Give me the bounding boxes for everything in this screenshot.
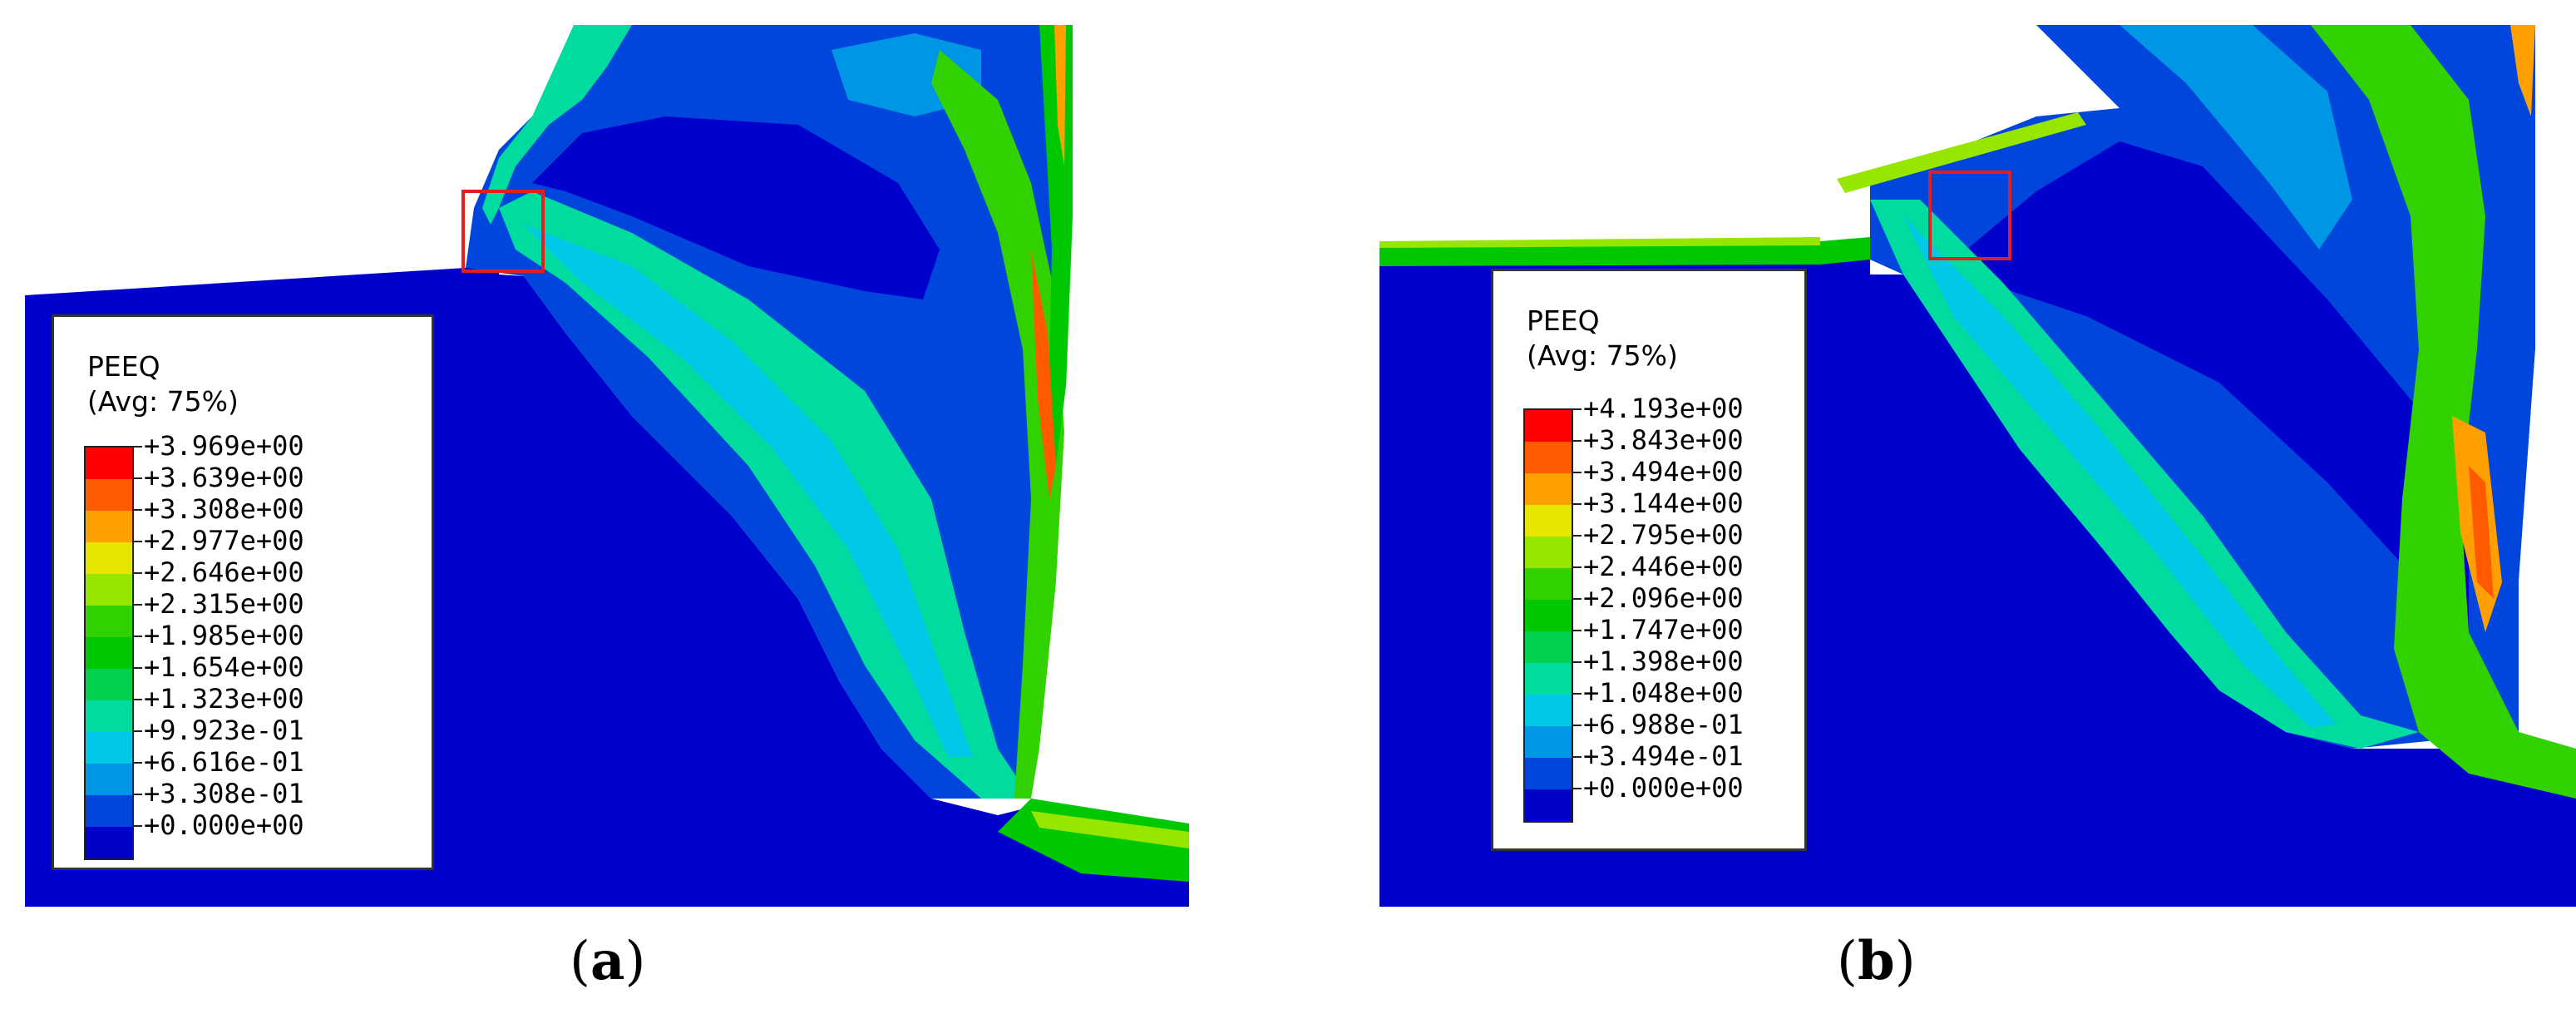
legend-tick-label: +2.315e+00: [144, 588, 304, 620]
legend-title-a: PEEQ: [87, 350, 160, 383]
legend-tick-mark: [132, 794, 142, 795]
legend-tick-mark: [1572, 756, 1582, 758]
legend-title-b: PEEQ: [1527, 304, 1600, 337]
legend-subtitle-a: (Avg: 75%): [87, 385, 239, 418]
legend-tick-label: +1.048e+00: [1583, 677, 1744, 709]
legend-swatch: [86, 637, 132, 669]
legend-swatch: [86, 448, 132, 479]
legend-a: PEEQ (Avg: 75%) +3.969e+00 +3.639e+00 +3.3…: [52, 314, 434, 870]
legend-tick-mark: [1572, 503, 1582, 505]
legend-tick-mark: [1572, 630, 1582, 631]
legend-tick-label: +3.144e+00: [1583, 487, 1744, 519]
legend-swatch: [86, 669, 132, 700]
legend-tick-label: +3.843e+00: [1583, 424, 1744, 456]
legend-tick-label: +1.654e+00: [144, 651, 304, 683]
panel-b: PEEQ (Avg: 75%) +4.193e+00 +3.843e+00 +3.4…: [1288, 0, 2576, 1009]
legend-tick-label: +1.323e+00: [144, 683, 304, 715]
legend-tick-label: +2.446e+00: [1583, 551, 1744, 582]
legend-swatch: [86, 795, 132, 827]
legend-tick-label: +1.985e+00: [144, 620, 304, 651]
legend-tick-label: +2.646e+00: [144, 556, 304, 588]
legend-tick-label: +9.923e-01: [144, 715, 304, 746]
legend-tick-mark: [1572, 472, 1582, 473]
caption-b: (b): [1837, 930, 1916, 992]
legend-tick-mark: [132, 667, 142, 669]
legend-swatch: [86, 574, 132, 606]
legend-swatch: [1525, 568, 1572, 600]
legend-swatch: [1525, 600, 1572, 631]
legend-swatch: [86, 732, 132, 764]
legend-tick-label: +2.977e+00: [144, 525, 304, 556]
legend-swatch: [86, 542, 132, 574]
legend-swatch: [1525, 726, 1572, 758]
legend-swatch: [86, 606, 132, 637]
legend-tick-label: +3.639e+00: [144, 462, 304, 493]
region-of-interest-box-a: [461, 190, 545, 273]
legend-swatch: [86, 827, 132, 858]
region-of-interest-box-b: [1928, 171, 2011, 260]
legend-subtitle-b: (Avg: 75%): [1527, 339, 1678, 372]
legend-swatch: [1525, 663, 1572, 695]
legend-tick-mark: [132, 509, 142, 511]
legend-tick-mark: [1572, 566, 1582, 568]
legend-tick-label: +2.096e+00: [1583, 582, 1744, 614]
legend-tick-mark: [1572, 598, 1582, 600]
legend-tick-label: +0.000e+00: [1583, 772, 1744, 804]
legend-tick-mark: [132, 541, 142, 542]
panel-a: PEEQ (Avg: 75%) +3.969e+00 +3.639e+00 +3.3…: [25, 25, 1189, 992]
legend-swatch: [1525, 505, 1572, 537]
legend-tick-label: +6.616e-01: [144, 746, 304, 778]
legend-tick-mark: [1572, 408, 1582, 410]
caption-a: (a): [570, 930, 646, 992]
legend-swatch: [86, 700, 132, 732]
legend-tick-mark: [132, 825, 142, 827]
legend-tick-mark: [132, 477, 142, 479]
legend-tick-label: +3.308e-01: [144, 778, 304, 809]
fe-contour-plot-b: [1379, 25, 2576, 907]
legend-tick-label: +4.193e+00: [1583, 393, 1744, 424]
legend-swatch: [1525, 631, 1572, 663]
legend-tick-mark: [1572, 725, 1582, 726]
legend-swatch: [1525, 473, 1572, 505]
legend-swatch: [1525, 758, 1572, 789]
legend-tick-mark: [132, 446, 142, 448]
legend-b: PEEQ (Avg: 75%) +4.193e+00 +3.843e+00 +3.4…: [1491, 269, 1807, 851]
legend-swatch: [1525, 442, 1572, 473]
legend-tick-label: +1.747e+00: [1583, 614, 1744, 645]
legend-swatch: [86, 511, 132, 542]
legend-tick-mark: [132, 730, 142, 732]
legend-tick-mark: [1572, 661, 1582, 663]
legend-tick-label: +3.494e+00: [1583, 456, 1744, 487]
legend-tick-mark: [132, 572, 142, 574]
legend-tick-label: +3.969e+00: [144, 430, 304, 462]
legend-tick-label: +1.398e+00: [1583, 645, 1744, 677]
legend-tick-mark: [1572, 440, 1582, 442]
legend-tick-label: +3.308e+00: [144, 493, 304, 525]
legend-swatch: [1525, 537, 1572, 568]
legend-colorbar-b: [1523, 408, 1573, 823]
legend-swatch: [1525, 789, 1572, 821]
legend-swatch: [86, 479, 132, 511]
legend-swatch: [1525, 695, 1572, 726]
legend-colorbar-a: [84, 446, 134, 860]
legend-tick-mark: [1572, 535, 1582, 537]
legend-tick-mark: [1572, 788, 1582, 789]
legend-tick-label: +6.988e-01: [1583, 709, 1744, 740]
legend-tick-label: +0.000e+00: [144, 809, 304, 841]
legend-tick-mark: [132, 699, 142, 700]
legend-tick-mark: [132, 762, 142, 764]
legend-tick-mark: [132, 636, 142, 637]
legend-tick-label: +3.494e-01: [1583, 740, 1744, 772]
legend-tick-mark: [132, 604, 142, 606]
legend-tick-label: +2.795e+00: [1583, 519, 1744, 551]
legend-tick-mark: [1572, 693, 1582, 695]
legend-swatch: [1525, 410, 1572, 442]
legend-swatch: [86, 764, 132, 795]
